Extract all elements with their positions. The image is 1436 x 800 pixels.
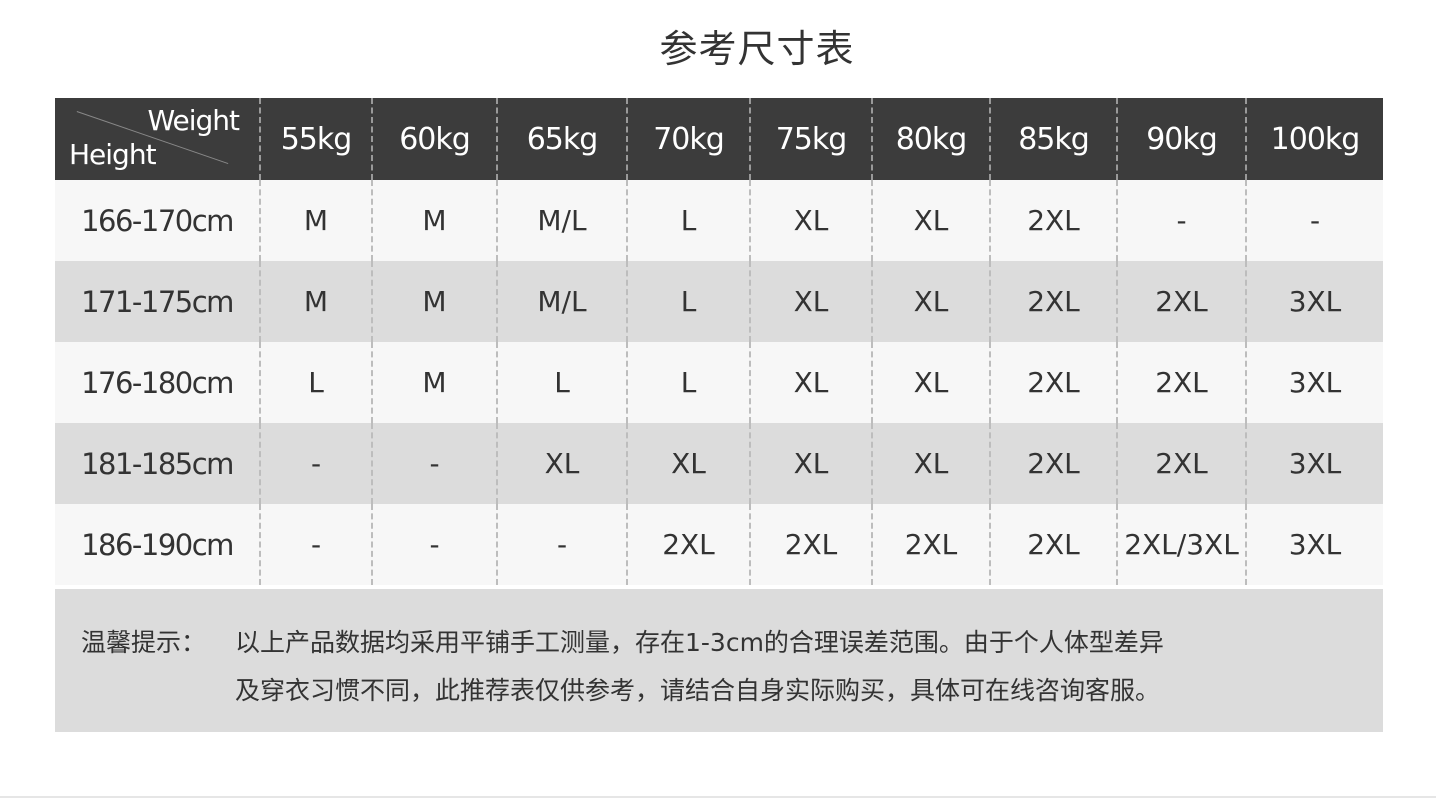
size-cell: XL: [626, 423, 750, 504]
size-cell: -: [496, 504, 627, 585]
size-cell: -: [259, 423, 372, 504]
size-cell: 2XL: [989, 423, 1117, 504]
column-header: 90kg: [1116, 98, 1246, 180]
size-chart-table: Weight Height 55kg 60kg 65kg 70kg 75kg 80kg 85…: [55, 98, 1383, 585]
table-row: 186-190cm - - -2XL 2XL 2XL 2XL 2XL/3XL 3XL: [55, 504, 1383, 585]
size-cell: -: [259, 504, 372, 585]
size-cell: L: [626, 180, 750, 261]
size-cell: -: [1245, 180, 1383, 261]
column-header: 80kg: [871, 98, 990, 180]
column-header: 60kg: [371, 98, 497, 180]
height-cell: 171-175cm: [81, 284, 234, 319]
size-cell: L: [259, 342, 372, 423]
tip-note: 温馨提示： 以上产品数据均采用平铺手工测量，存在1-3cm的合理误差范围。由于个…: [55, 589, 1383, 732]
size-cell: 3XL: [1245, 261, 1383, 342]
tip-line-1: 以上产品数据均采用平铺手工测量，存在1-3cm的合理误差范围。由于个人体型差异: [235, 628, 1164, 657]
size-cell: XL: [871, 423, 990, 504]
size-cell: XL: [749, 261, 872, 342]
table-row: 176-180cm L M L L XL XL 2XL 2XL 3XL: [55, 342, 1383, 423]
size-cell: -: [371, 504, 497, 585]
column-header: 85kg: [989, 98, 1117, 180]
table-row: 166-170cm M M M/L L XL XL 2XL - -: [55, 180, 1383, 261]
divider: [0, 796, 1436, 798]
tip-line-2: 及穿衣习惯不同，此推荐表仅供参考，请结合自身实际购买，具体可在线咨询客服。: [235, 676, 1161, 705]
size-cell: 2XL: [1116, 423, 1246, 504]
size-cell: M/L: [496, 261, 627, 342]
size-cell: 2XL: [626, 504, 750, 585]
size-cell: 2XL: [989, 180, 1117, 261]
size-cell: 2XL: [989, 261, 1117, 342]
size-cell: M/L: [496, 180, 627, 261]
page-title: 参考尺寸表: [659, 27, 855, 71]
column-header: 100kg: [1245, 98, 1383, 180]
height-cell: 181-185cm: [81, 446, 234, 481]
height-cell: 176-180cm: [81, 365, 234, 400]
size-cell: -: [1116, 180, 1246, 261]
size-cell: XL: [496, 423, 627, 504]
tip-label: 温馨提示：: [81, 628, 207, 657]
column-header: 70kg: [626, 98, 750, 180]
size-cell: XL: [749, 180, 872, 261]
size-cell: XL: [749, 423, 872, 504]
size-cell: M: [371, 342, 497, 423]
size-cell: M: [259, 261, 372, 342]
size-cell: M: [371, 261, 497, 342]
size-cell: 2XL: [749, 504, 872, 585]
size-cell: M: [259, 180, 372, 261]
height-label: Height: [69, 138, 157, 171]
size-cell: XL: [871, 261, 990, 342]
weight-label: Weight: [147, 104, 240, 137]
table-row: 171-175cm M M M/L L XL XL 2XL 2XL 3XL: [55, 261, 1383, 342]
column-header: 55kg: [259, 98, 372, 180]
size-cell: 2XL: [1116, 342, 1246, 423]
size-cell: L: [496, 342, 627, 423]
size-cell: L: [626, 261, 750, 342]
table-row: 181-185cm - - XL XL XL XL 2XL 2XL 3XL: [55, 423, 1383, 504]
size-cell: 2XL: [1116, 261, 1246, 342]
height-cell: 186-190cm: [81, 527, 234, 562]
corner-header: Weight Height: [55, 98, 260, 180]
size-cell: 2XL: [871, 504, 990, 585]
size-cell: 3XL: [1245, 504, 1383, 585]
size-cell: 2XL: [989, 504, 1117, 585]
header-row: Weight Height 55kg 60kg 65kg 70kg 75kg 80kg 85…: [55, 98, 1383, 180]
size-cell: 2XL/3XL: [1116, 504, 1246, 585]
size-cell: 2XL: [989, 342, 1117, 423]
size-cell: M: [371, 180, 497, 261]
column-header: 65kg: [496, 98, 627, 180]
height-cell: 166-170cm: [81, 203, 234, 238]
size-cell: -: [371, 423, 497, 504]
size-cell: 3XL: [1245, 342, 1383, 423]
size-cell: XL: [871, 180, 990, 261]
size-cell: XL: [871, 342, 990, 423]
size-cell: L: [626, 342, 750, 423]
size-cell: 3XL: [1245, 423, 1383, 504]
column-header: 75kg: [749, 98, 872, 180]
size-cell: XL: [749, 342, 872, 423]
